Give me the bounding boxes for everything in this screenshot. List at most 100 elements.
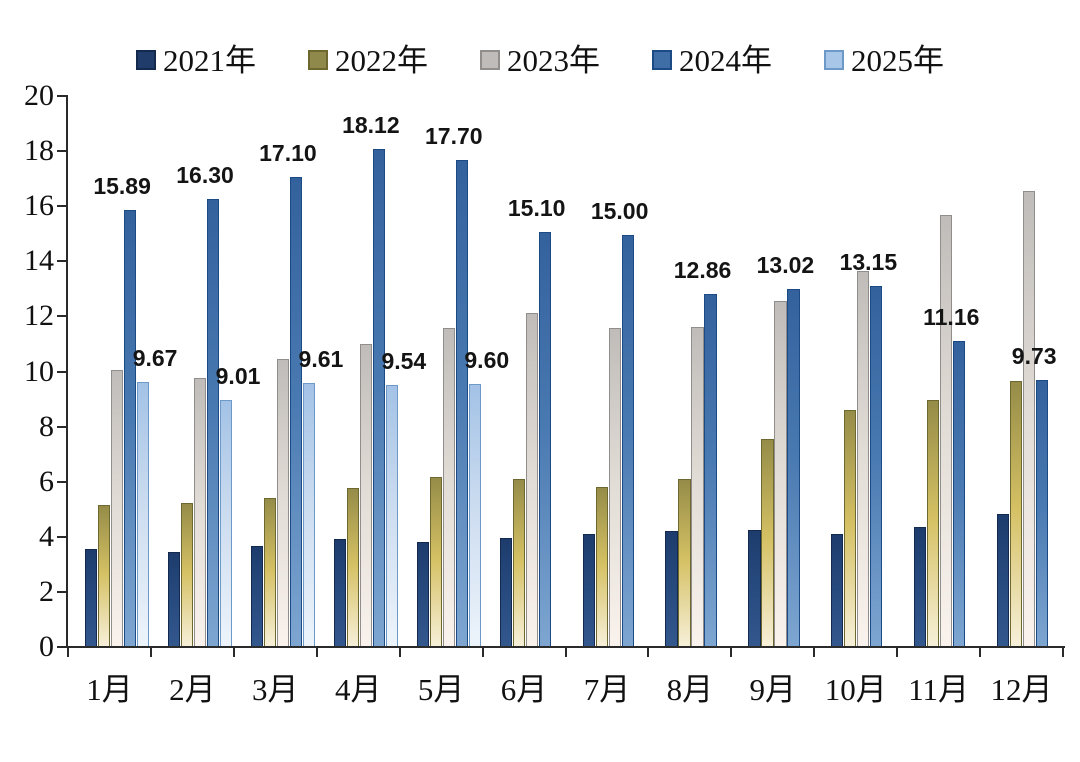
x-tick bbox=[813, 648, 816, 657]
bar-2025年-2月 bbox=[219, 399, 233, 648]
legend-label: 2021年 bbox=[163, 42, 256, 78]
bar-2021年-10月 bbox=[831, 533, 844, 648]
bar-2022年-1月 bbox=[98, 504, 111, 648]
legend-swatch-icon bbox=[136, 50, 156, 70]
bar-2022年-4月 bbox=[346, 488, 359, 648]
legend-item-2025: 2025年 bbox=[824, 45, 944, 76]
x-tick bbox=[481, 648, 484, 657]
y-tick-label: 8 bbox=[39, 409, 54, 443]
data-label-2024年-4月: 18.12 bbox=[342, 111, 400, 138]
legend-swatch-icon bbox=[480, 50, 500, 70]
bar-2024年-12月 bbox=[1036, 379, 1049, 648]
bar-2024年-10月 bbox=[870, 285, 883, 648]
bar-2024年-4月 bbox=[372, 148, 385, 648]
bar-2023年-4月 bbox=[359, 343, 372, 648]
y-tick bbox=[57, 95, 66, 97]
y-tick-label: 6 bbox=[39, 464, 54, 498]
y-tick-label: 2 bbox=[39, 574, 54, 608]
y-axis-line bbox=[66, 95, 68, 648]
bar-2025年-1月 bbox=[137, 381, 150, 648]
bar-2022年-11月 bbox=[927, 400, 940, 648]
bar-2023年-11月 bbox=[940, 215, 953, 648]
data-label-2024年-3月: 17.10 bbox=[259, 139, 317, 166]
bar-2021年-11月 bbox=[914, 526, 927, 648]
x-tick bbox=[979, 648, 982, 657]
y-tick bbox=[57, 315, 66, 318]
y-tick bbox=[57, 535, 66, 538]
bar-2021年-9月 bbox=[748, 529, 761, 648]
data-label-2024年-9月: 13.02 bbox=[756, 252, 815, 279]
y-tick-label: 4 bbox=[39, 519, 54, 553]
bar-2024年-3月 bbox=[289, 176, 303, 648]
legend-item-2023: 2023年 bbox=[480, 45, 600, 76]
y-tick-label: 12 bbox=[24, 299, 54, 333]
legend-label: 2023年 bbox=[507, 42, 600, 78]
bar-2023年-10月 bbox=[857, 270, 870, 648]
x-category-label: 4月 bbox=[334, 672, 382, 707]
y-tick bbox=[57, 205, 66, 208]
x-category-label: 10月 bbox=[824, 672, 887, 707]
chart-legend: 2021年 2022年 2023年 2024年 2025年 bbox=[0, 40, 1080, 80]
bar-2022年-3月 bbox=[263, 497, 277, 648]
x-category-label: 8月 bbox=[666, 672, 714, 707]
bar-2024年-6月 bbox=[538, 232, 551, 648]
bar-2023年-12月 bbox=[1023, 190, 1036, 648]
x-tick bbox=[149, 648, 152, 657]
bar-2024年-7月 bbox=[621, 234, 634, 648]
bar-2021年-6月 bbox=[499, 537, 512, 648]
y-tick-label: 14 bbox=[24, 244, 54, 278]
data-label-2024年-10月: 13.15 bbox=[839, 248, 898, 275]
data-label-2024年-11月: 11.16 bbox=[923, 303, 980, 330]
bar-2024年-8月 bbox=[704, 293, 717, 648]
data-label-2025年-5月: 9.60 bbox=[464, 346, 510, 373]
bar-2022年-6月 bbox=[512, 478, 525, 648]
y-tick-label: 18 bbox=[24, 134, 54, 168]
bar-2022年-8月 bbox=[678, 478, 691, 648]
legend-label: 2024年 bbox=[679, 42, 772, 78]
y-tick-label: 10 bbox=[24, 354, 54, 388]
bar-2023年-5月 bbox=[442, 328, 455, 648]
bar-2022年-9月 bbox=[761, 438, 774, 648]
data-label-2024年-5月: 17.70 bbox=[424, 123, 483, 150]
x-category-label: 2月 bbox=[169, 672, 216, 707]
bar-2021年-4月 bbox=[333, 539, 346, 648]
legend-label: 2022年 bbox=[335, 42, 428, 78]
bar-2021年-1月 bbox=[85, 548, 98, 648]
bar-2025年-4月 bbox=[385, 385, 398, 648]
x-tick bbox=[315, 648, 318, 657]
x-tick bbox=[896, 648, 899, 657]
data-label-2024年-8月: 12.86 bbox=[673, 256, 732, 283]
bar-2024年-11月 bbox=[953, 340, 966, 648]
data-label-2025年-2月: 9.01 bbox=[215, 362, 261, 389]
data-label-2024年-1月: 15.89 bbox=[93, 173, 151, 200]
x-category-label: 5月 bbox=[417, 672, 465, 707]
x-category-label: 3月 bbox=[252, 672, 299, 707]
data-label-2024年-7月: 15.00 bbox=[590, 197, 649, 224]
y-tick bbox=[57, 425, 66, 428]
bar-2023年-1月 bbox=[111, 369, 124, 648]
data-label-2024年-12月: 9.73 bbox=[1011, 342, 1057, 369]
legend-item-2022: 2022年 bbox=[308, 45, 428, 76]
bar-2022年-12月 bbox=[1010, 380, 1023, 648]
bar-2023年-6月 bbox=[525, 313, 538, 648]
bar-2023年-3月 bbox=[276, 358, 290, 648]
bar-2022年-10月 bbox=[844, 409, 857, 648]
x-category-label: 12月 bbox=[990, 672, 1053, 707]
y-tick bbox=[57, 260, 66, 263]
y-tick-label: 16 bbox=[24, 189, 54, 223]
x-tick bbox=[647, 648, 650, 657]
legend-item-2024: 2024年 bbox=[652, 45, 772, 76]
bar-2022年-7月 bbox=[595, 486, 608, 648]
data-label-2025年-3月: 9.61 bbox=[298, 346, 344, 373]
bar-2023年-9月 bbox=[774, 300, 787, 648]
bar-2021年-12月 bbox=[997, 514, 1010, 648]
legend-swatch-icon bbox=[652, 50, 672, 70]
bar-2021年-8月 bbox=[665, 530, 678, 648]
bar-2023年-2月 bbox=[193, 378, 207, 648]
y-tick-label: 20 bbox=[24, 79, 54, 112]
x-category-label: 9月 bbox=[749, 672, 797, 707]
y-tick bbox=[57, 590, 66, 593]
bar-2023年-8月 bbox=[691, 327, 704, 648]
bar-2024年-2月 bbox=[206, 198, 220, 648]
